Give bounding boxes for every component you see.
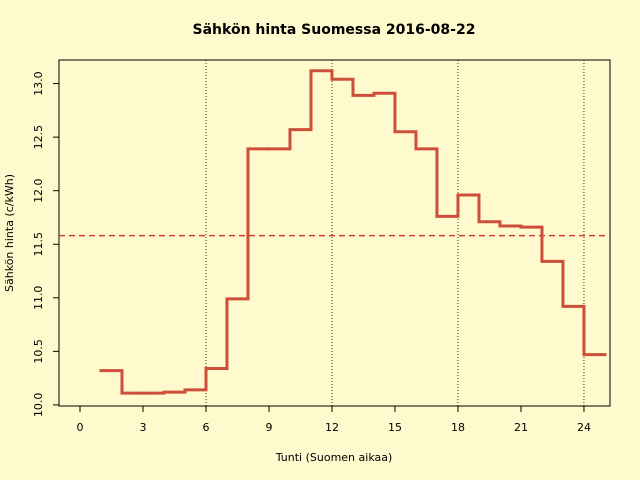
plot-frame bbox=[58, 59, 611, 407]
x-tick-label: 15 bbox=[388, 421, 402, 434]
y-tick-label: 12.5 bbox=[32, 125, 45, 150]
x-tick-label: 9 bbox=[265, 421, 272, 434]
y-tick-label: 11.5 bbox=[32, 232, 45, 257]
y-axis-label: Sähkön hinta (c/kWh) bbox=[3, 174, 16, 292]
x-tick-label: 24 bbox=[577, 421, 591, 434]
x-tick-label: 3 bbox=[139, 421, 146, 434]
y-tick-label: 11.0 bbox=[32, 286, 45, 311]
y-tick-label: 10.5 bbox=[32, 339, 45, 364]
x-tick-label: 6 bbox=[202, 421, 209, 434]
x-tick-label: 18 bbox=[451, 421, 465, 434]
y-tick-label: 13.0 bbox=[32, 71, 45, 96]
y-tick-label: 12.0 bbox=[32, 178, 45, 203]
x-tick-label: 0 bbox=[76, 421, 83, 434]
x-tick-label: 12 bbox=[325, 421, 339, 434]
chart-title: Sähkön hinta Suomessa 2016-08-22 bbox=[193, 22, 476, 38]
x-axis-label: Tunti (Suomen aikaa) bbox=[275, 451, 393, 464]
x-tick-label: 21 bbox=[514, 421, 528, 434]
y-tick-label: 10.0 bbox=[32, 393, 45, 418]
